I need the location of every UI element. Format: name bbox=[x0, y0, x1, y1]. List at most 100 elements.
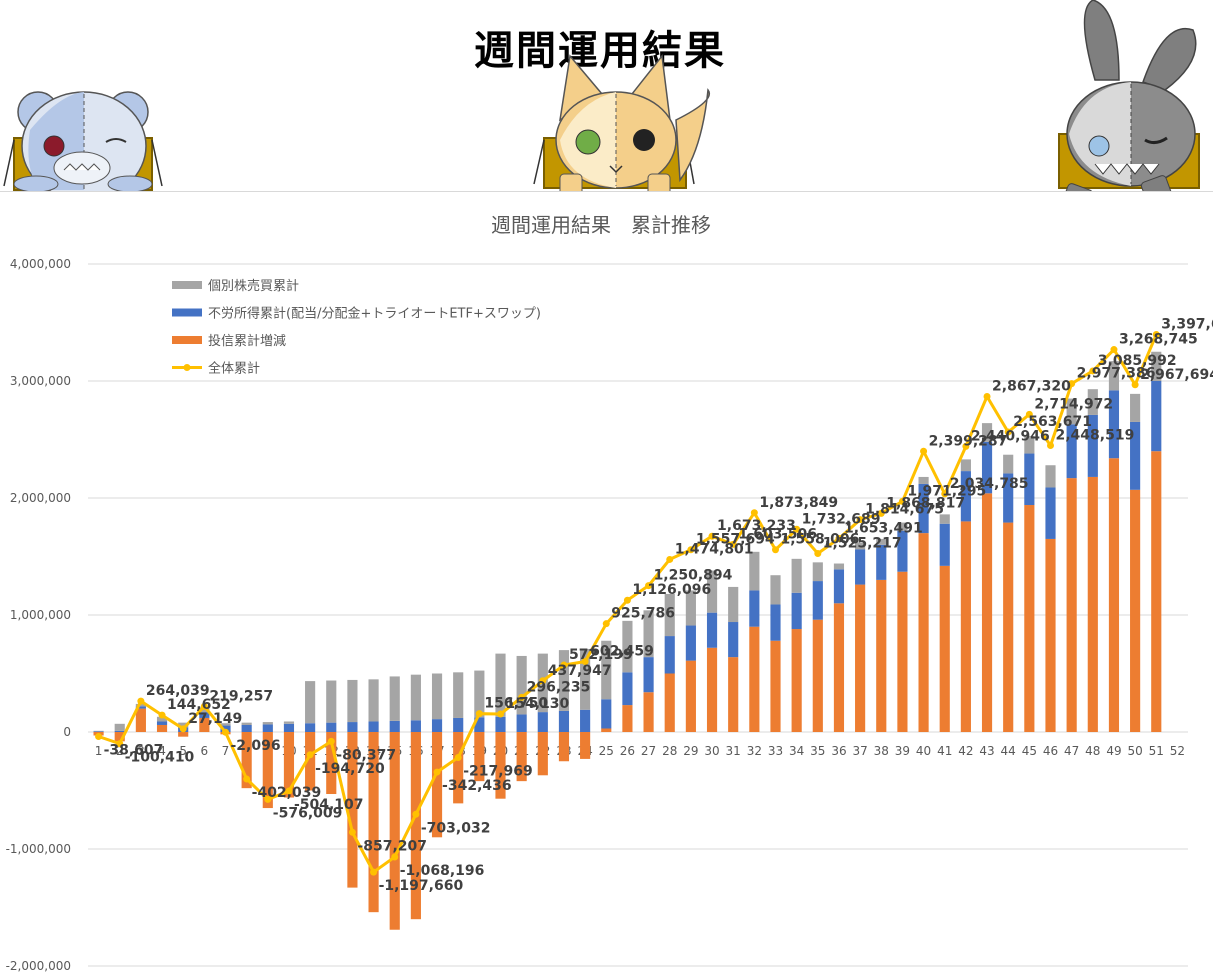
data-label: 219,257 bbox=[209, 688, 273, 704]
bar-income bbox=[643, 657, 654, 693]
x-tick-label: 27 bbox=[641, 744, 656, 758]
point-total bbox=[306, 751, 314, 759]
data-label: 1,525,217 bbox=[823, 536, 902, 552]
bar-income bbox=[389, 720, 400, 732]
legend-entry: 投信累計増減 bbox=[208, 333, 286, 349]
x-tick-label: 52 bbox=[1170, 744, 1185, 758]
data-label: 1,868,817 bbox=[886, 495, 965, 511]
bar-stock bbox=[664, 593, 675, 637]
bar-income bbox=[981, 441, 993, 494]
x-tick-label: 29 bbox=[683, 744, 698, 758]
bar-stock bbox=[939, 514, 950, 524]
point-total bbox=[200, 702, 208, 710]
y-tick-label: 0 bbox=[63, 725, 71, 739]
point-total bbox=[877, 509, 885, 517]
bar-fund bbox=[749, 626, 760, 732]
data-label: 602,459 bbox=[590, 644, 654, 660]
point-total bbox=[137, 697, 145, 705]
y-tick-label: 4,000,000 bbox=[10, 257, 71, 271]
bar-income bbox=[1003, 473, 1014, 523]
x-tick-label: 7 bbox=[222, 744, 230, 758]
point-total bbox=[856, 516, 864, 524]
bar-fund bbox=[1045, 538, 1056, 732]
data-label: -217,969 bbox=[463, 764, 533, 780]
bar-income bbox=[474, 717, 485, 732]
bar-stock bbox=[1024, 435, 1035, 454]
data-label: 2,714,972 bbox=[1034, 396, 1113, 412]
bar-fund bbox=[833, 603, 845, 732]
bar-fund bbox=[918, 533, 929, 732]
data-label: -342,436 bbox=[442, 778, 512, 794]
data-label: 3,397,659 bbox=[1161, 316, 1213, 332]
bar-income bbox=[347, 722, 358, 732]
data-label: 1,971,295 bbox=[907, 483, 986, 499]
bar-income bbox=[1130, 421, 1141, 490]
x-tick-label: 41 bbox=[937, 744, 952, 758]
data-label: 3,268,745 bbox=[1119, 332, 1198, 348]
bar-fund bbox=[664, 673, 675, 732]
bar-stock bbox=[453, 672, 464, 718]
chart-title: 週間運用結果 累計推移 bbox=[491, 213, 711, 237]
bar-stock bbox=[220, 723, 231, 726]
bar-stock bbox=[156, 716, 168, 722]
x-tick-label: 25 bbox=[599, 744, 614, 758]
data-label: 1,126,096 bbox=[632, 582, 711, 598]
bar-fund bbox=[326, 732, 337, 795]
bar-stock bbox=[833, 563, 845, 570]
data-label: -100,410 bbox=[125, 750, 195, 766]
point-total bbox=[222, 728, 229, 736]
bar-stock bbox=[368, 679, 379, 722]
data-label: 437,947 bbox=[548, 663, 612, 679]
point-total bbox=[772, 546, 779, 554]
data-label: -2,096 bbox=[231, 738, 281, 754]
bar-stock bbox=[749, 551, 760, 591]
bar-stock bbox=[1045, 465, 1056, 488]
bar-stock bbox=[1130, 393, 1141, 422]
legend-entry: 全体累計 bbox=[208, 361, 260, 377]
cumulative-chart: 週間運用結果 累計推移 -2,000,000 -1,000,000 0 1,000,00… bbox=[6, 213, 1213, 973]
bar-stock bbox=[389, 676, 400, 721]
bar-fund bbox=[981, 493, 993, 732]
point-total bbox=[285, 787, 293, 795]
x-tick-label: 48 bbox=[1085, 744, 1100, 758]
point-total bbox=[433, 768, 441, 776]
bar-income bbox=[495, 716, 506, 732]
point-total bbox=[370, 868, 378, 876]
bar-stock bbox=[685, 590, 696, 626]
bar-fund bbox=[114, 732, 125, 742]
bar-stock bbox=[114, 723, 125, 731]
point-total bbox=[983, 393, 991, 401]
point-total bbox=[581, 658, 589, 666]
x-tick-label: 45 bbox=[1022, 744, 1037, 758]
x-tick-label: 1 bbox=[95, 744, 103, 758]
bar-fund bbox=[580, 732, 591, 759]
x-tick-label: 32 bbox=[747, 744, 762, 758]
bar-income bbox=[1087, 414, 1098, 477]
bar-fund bbox=[601, 728, 612, 732]
x-tick-label: 49 bbox=[1106, 744, 1121, 758]
x-tick-label: 26 bbox=[620, 744, 635, 758]
point-total bbox=[793, 525, 801, 533]
bar-stock bbox=[791, 558, 802, 593]
point-total bbox=[898, 497, 906, 505]
bar-stock bbox=[1003, 454, 1014, 474]
point-total bbox=[1152, 330, 1160, 338]
x-tick-label: 5 bbox=[179, 744, 187, 758]
point-total bbox=[264, 795, 272, 803]
bar-stock bbox=[178, 722, 189, 728]
point-total bbox=[497, 710, 504, 718]
bar-fund bbox=[558, 732, 570, 762]
point-total bbox=[1025, 410, 1033, 418]
point-total bbox=[158, 711, 166, 719]
data-label: -703,032 bbox=[421, 820, 491, 836]
bar-fund bbox=[1087, 476, 1098, 732]
bar-fund bbox=[728, 657, 739, 732]
bar-income bbox=[93, 731, 104, 732]
bar-income bbox=[1108, 390, 1120, 459]
bar-fund bbox=[410, 732, 421, 920]
data-label: 1,474,801 bbox=[675, 541, 754, 557]
data-label: 27,149 bbox=[188, 711, 242, 727]
bar-fund bbox=[1108, 458, 1120, 732]
bar-fund bbox=[939, 565, 950, 732]
bar-stock bbox=[601, 640, 612, 700]
